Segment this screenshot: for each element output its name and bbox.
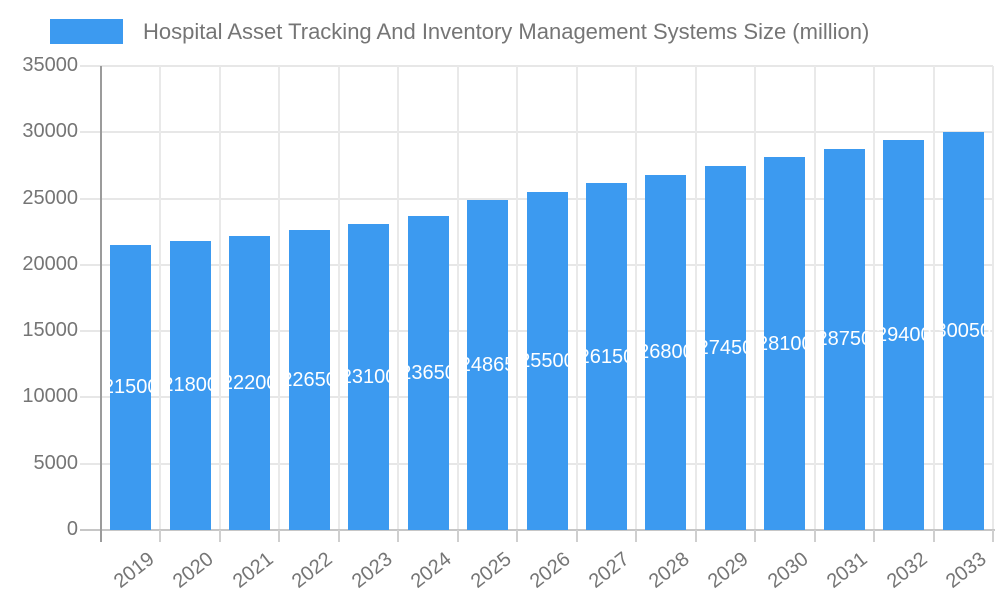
x-axis-label: 2033	[942, 548, 991, 593]
x-gridline	[456, 66, 459, 530]
x-gridline	[932, 66, 935, 530]
bar	[704, 166, 746, 530]
bar-value-label: 27450	[697, 337, 754, 360]
y-axis-tick-label: 5000	[33, 451, 79, 474]
x-axis-label: 2020	[169, 548, 218, 593]
x-axis-label: 2022	[288, 548, 337, 593]
y-axis-tick-label: 25000	[22, 186, 78, 209]
x-axis-tick	[873, 530, 876, 542]
x-gridline	[992, 66, 994, 530]
bar	[229, 235, 271, 530]
x-axis-label: 2028	[644, 548, 694, 593]
legend-swatch	[50, 19, 123, 44]
x-axis-tick	[278, 530, 281, 542]
y-axis-line	[100, 66, 102, 542]
bar	[526, 191, 568, 530]
bar-value-label: 26150	[578, 345, 635, 368]
bar	[645, 174, 687, 530]
bar	[764, 157, 806, 530]
x-axis-tick	[337, 530, 340, 542]
x-axis-tick	[218, 530, 221, 542]
bar-value-label: 30050	[935, 319, 992, 342]
y-axis-tick-label: 10000	[22, 385, 78, 408]
x-axis-label: 2024	[406, 548, 456, 593]
bar-value-label: 23650	[400, 362, 456, 385]
x-gridline	[694, 66, 697, 530]
bar-value-label: 28750	[816, 328, 873, 351]
x-axis-tick	[932, 530, 935, 542]
x-gridline	[516, 66, 519, 530]
x-axis-label: 2019	[109, 548, 159, 593]
bar	[823, 148, 865, 530]
bar-value-label: 29400	[875, 324, 932, 347]
bar	[348, 223, 390, 530]
bar-value-label: 24865	[459, 354, 516, 377]
x-axis-tick	[813, 530, 816, 542]
x-gridline	[397, 66, 400, 530]
x-axis-tick	[992, 530, 994, 542]
bar	[467, 200, 509, 530]
x-gridline	[754, 66, 757, 530]
bar-value-label: 22650	[281, 368, 337, 391]
x-axis-line	[80, 529, 995, 531]
bar-value-label: 21800	[162, 374, 218, 397]
bar	[883, 140, 925, 530]
bar-value-label: 22200	[221, 371, 278, 394]
bar-value-label: 28100	[757, 332, 813, 355]
chart-title: Hospital Asset Tracking And Inventory Ma…	[143, 19, 870, 44]
y-axis-tick-label: 20000	[22, 252, 78, 275]
x-gridline	[218, 66, 221, 530]
x-axis-label: 2026	[525, 548, 575, 593]
y-axis-tick-label: 35000	[22, 54, 78, 76]
y-axis-tick-label: 30000	[22, 120, 78, 143]
y-axis-tick-label: 0	[66, 518, 78, 540]
x-axis-tick	[159, 530, 162, 542]
x-gridline	[813, 66, 816, 530]
bar	[942, 131, 984, 530]
x-axis-label: 2023	[347, 548, 397, 593]
x-axis-label: 2031	[823, 548, 872, 593]
x-gridline	[159, 66, 162, 530]
bar-value-label: 23100	[340, 365, 397, 388]
bar	[585, 183, 627, 530]
x-axis-label: 2025	[466, 548, 516, 593]
bar	[110, 244, 152, 530]
x-gridline	[873, 66, 876, 530]
x-axis-label: 2027	[585, 548, 634, 593]
x-gridline	[337, 66, 340, 530]
bar-value-label: 26800	[638, 341, 694, 364]
x-gridline	[278, 66, 281, 530]
x-axis-tick	[754, 530, 757, 542]
x-axis-label: 2032	[882, 548, 932, 593]
y-gridline	[80, 65, 993, 67]
bar-value-label: 25500	[519, 349, 575, 372]
bar-value-label: 21500	[102, 376, 159, 399]
y-axis-tick-label: 15000	[22, 319, 78, 342]
x-axis-tick	[635, 530, 638, 542]
bar	[288, 229, 330, 530]
x-axis-tick	[694, 530, 697, 542]
x-gridline	[575, 66, 578, 530]
x-axis-tick	[516, 530, 519, 542]
x-axis-tick	[456, 530, 459, 542]
x-axis-tick	[575, 530, 578, 542]
x-axis-label: 2021	[228, 548, 278, 593]
bar	[407, 216, 449, 530]
y-gridline	[80, 131, 993, 134]
x-axis-label: 2030	[763, 548, 813, 593]
bar	[169, 240, 211, 530]
x-axis-tick	[397, 530, 400, 542]
x-gridline	[635, 66, 638, 530]
x-axis-label: 2029	[704, 548, 753, 593]
